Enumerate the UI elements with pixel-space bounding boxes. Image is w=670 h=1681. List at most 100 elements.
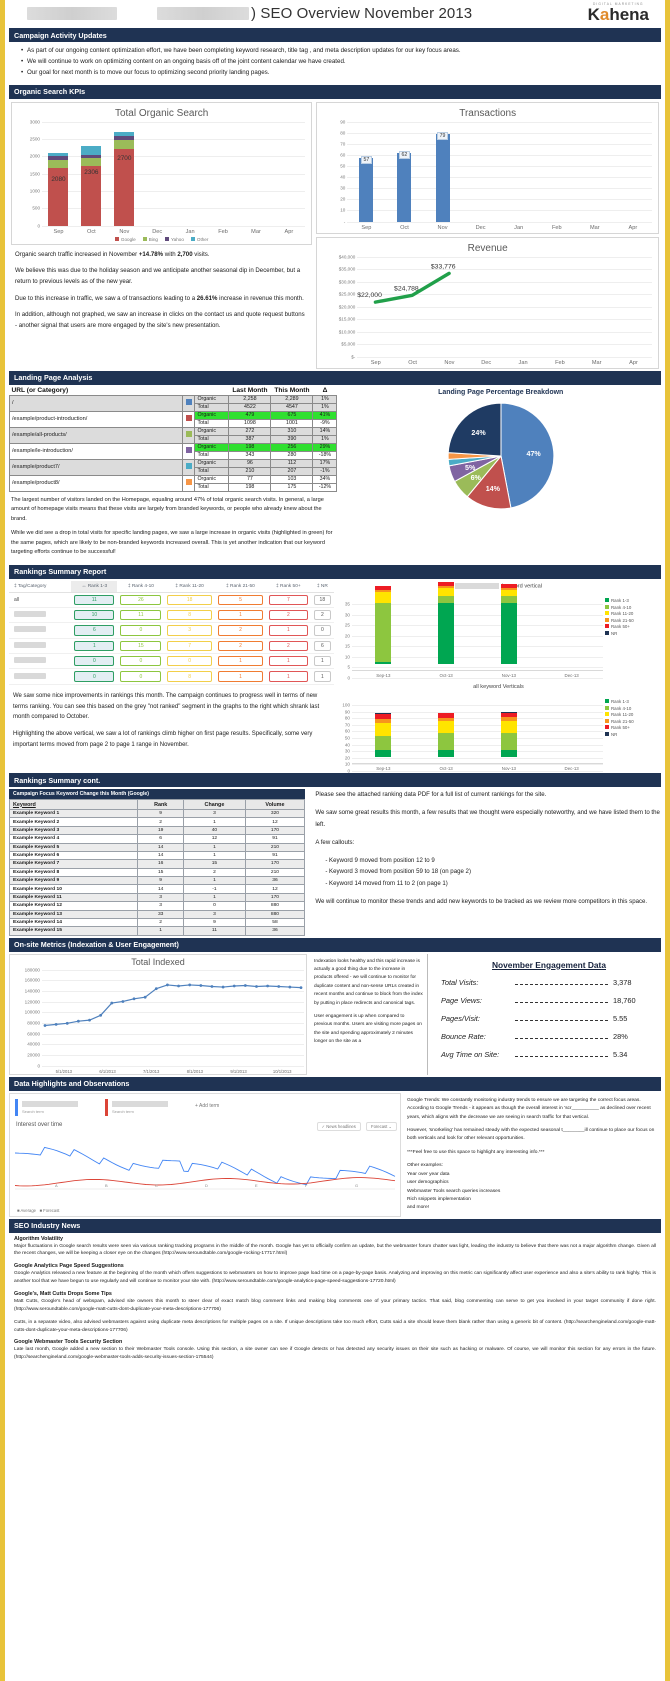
trends-line-chart: A B C D E F G ■ Average ■ Forecast [13, 1130, 397, 1213]
y-tick-label: 90 [344, 709, 350, 715]
bar-segment-rank-11-20 [500, 590, 517, 597]
y-tick-label: $30,000 [338, 279, 356, 285]
news-marker[interactable]: D [205, 1183, 208, 1188]
rankings-area: ‡ Tag/Category ↔ Rank 1-3 ‡ Rank 4-10 ‡ Ran… [9, 579, 661, 774]
rankings-col-header[interactable]: ‡ Rank 50+ [266, 580, 311, 593]
cell-change: 1 [183, 875, 246, 886]
redacted-tag [14, 611, 46, 618]
y-tick-label: 0 [37, 1063, 40, 1069]
x-tick-label: Sep-13 [376, 766, 391, 772]
x-tick-label: Mar [590, 224, 600, 231]
bar-segment-google [48, 168, 69, 226]
rankings-col-header[interactable]: ‡ Tag/Category [9, 580, 72, 593]
color-swatch [185, 431, 192, 438]
news-marker[interactable]: B [105, 1183, 108, 1188]
chart-transactions: Transactions -10 20 30 40 50 60 70 80 90 57 62 79 … [316, 101, 659, 234]
bar-segment-rank-1-3 [375, 661, 392, 665]
paragraph: and more! [407, 1205, 430, 1211]
gridline [42, 1033, 304, 1035]
legend-item: Rank 50+ [605, 624, 661, 629]
paragraph: Indexation looks healthy and this rapid … [314, 958, 423, 1006]
gridline [42, 990, 304, 992]
gridline [352, 757, 603, 759]
news-marker[interactable]: E [255, 1183, 258, 1188]
cell-metric: Organic [194, 426, 230, 436]
section-header-kpis: Organic Search KPIs [9, 84, 661, 99]
cell-change: 15 [183, 859, 246, 869]
data-point [221, 985, 225, 989]
cell-volume: 210 [244, 842, 306, 852]
rankings-col-header[interactable]: ↔ Rank 1-3 [71, 580, 118, 593]
gridline [352, 771, 603, 773]
bar-segment-yahoo [114, 136, 135, 141]
bar-segment-yahoo [81, 154, 102, 159]
pie-chart: 47% 14% 6% 5% 24% [340, 397, 661, 515]
cell-delta: 1% [312, 402, 338, 412]
chart-title: Transactions [459, 107, 517, 119]
rankings-col-header[interactable]: ‡ Rank 21-50 [214, 580, 267, 593]
news-marker[interactable]: F [305, 1183, 308, 1188]
data-point [266, 984, 270, 988]
pie-slice-label: 14% [485, 484, 500, 492]
cell-volume: 170 [244, 859, 306, 869]
y-tick-label: 2000 [29, 153, 40, 159]
rank-pill: 6 [74, 625, 115, 636]
x-tick-label: 5/1/2013 [55, 1068, 72, 1074]
cell-keyword: Example Keyword 3 [8, 825, 139, 836]
color-swatch [185, 399, 192, 406]
y-tick-label: 50 [340, 163, 346, 169]
cell-rank-count: 7 [266, 592, 311, 608]
news-marker[interactable]: G [355, 1183, 358, 1188]
gridline [352, 705, 603, 707]
line-series [42, 970, 304, 1066]
pie-slice-label: 6% [470, 473, 481, 481]
bar-segment-rank-4-10 [375, 602, 392, 662]
cell-rank: 3 [137, 892, 185, 903]
search-term-2[interactable]: Search term [105, 1098, 191, 1116]
legend-swatch [190, 237, 195, 242]
forecast-toggle[interactable]: Forecast ⌄ [366, 1121, 397, 1131]
x-tick-label: Jan [514, 224, 524, 231]
cell-volume: 91 [244, 850, 306, 861]
engagement-row: Page Views: 18,760 [441, 996, 657, 1005]
cell-volume: 880 [244, 909, 306, 919]
x-axis: Sep Oct Nov Dec Jan Feb Mar Apr [347, 221, 652, 231]
y-tick-label: $- [351, 354, 356, 360]
rankings-col-header[interactable]: ‡ Rank 11-20 [164, 580, 215, 593]
stacked-bar [438, 581, 455, 665]
cell-rank-count: 15 [117, 638, 165, 655]
rankings-col-header[interactable]: ‡ NR [310, 580, 334, 593]
bar-series: 57 62 79 [347, 122, 652, 222]
bar-segment-other [81, 145, 102, 155]
rank-pill: 1 [313, 671, 331, 682]
y-tick-label: 70 [344, 722, 350, 728]
table-row: Example Keyword 2 2 1 12 [8, 817, 306, 827]
y-tick-label: 5 [347, 664, 350, 670]
list-item: As part of our ongoing content optimizat… [21, 46, 651, 57]
indexed-line [43, 983, 303, 1027]
table-row: Example Keyword 13 33 3 880 [8, 909, 306, 919]
y-tick-label: $10,000 [338, 329, 356, 335]
gridline [352, 667, 603, 669]
y-tick-label: $15,000 [338, 316, 356, 322]
rank-pill: 7 [167, 640, 212, 652]
logo-letters-rest: hena [609, 5, 649, 25]
y-tick-label: 180000 [24, 967, 40, 973]
y-tick-label: 0 [37, 223, 40, 229]
cell-rank-count: 6 [310, 638, 334, 655]
news-headlines-toggle[interactable]: ✓ News headlines [316, 1121, 361, 1131]
y-tick-label: $25,000 [338, 291, 356, 297]
news-marker[interactable]: C [155, 1183, 158, 1188]
news-marker[interactable]: A [55, 1183, 58, 1188]
stacked-bar [375, 585, 392, 665]
search-term-1[interactable]: Search term [15, 1098, 101, 1116]
cell-delta: 17% [312, 458, 338, 468]
y-tick-label: 0 [347, 675, 350, 681]
legend-item: Bing [142, 237, 158, 242]
rankings-col-header[interactable]: ‡ Rank 4-10 [117, 580, 165, 593]
paragraph: We saw some great results this month, a … [315, 809, 660, 828]
dotted-leader [515, 1015, 608, 1021]
table-row: /example/product8/Organic 77 103 34% [8, 474, 338, 492]
add-term-button[interactable]: + Add term [195, 1102, 220, 1109]
bar-segment-other [48, 153, 69, 156]
